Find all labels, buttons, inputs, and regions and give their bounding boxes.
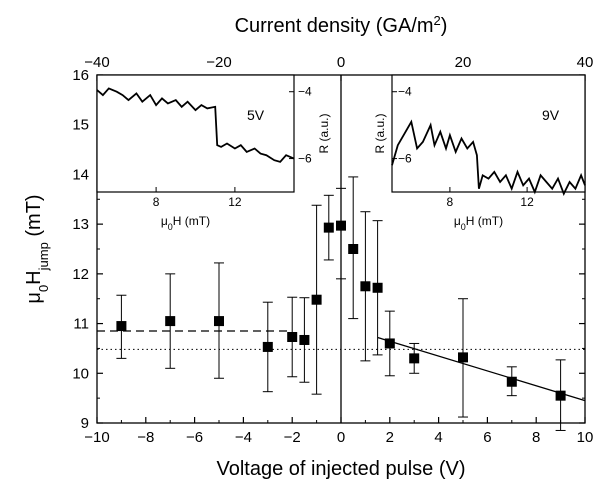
data-point [299, 334, 310, 345]
x-tick-label: −8 [137, 429, 154, 446]
x-tick-label: 8 [532, 429, 540, 446]
inset-frame [391, 74, 586, 193]
top-tick-label: −20 [206, 54, 231, 71]
x-tick-label: −2 [284, 429, 301, 446]
data-point [262, 341, 273, 352]
linear-fit-line [377, 336, 586, 402]
x-tick-label: 4 [434, 429, 442, 446]
x-tick-label: −10 [84, 429, 109, 446]
inset-trace [96, 87, 295, 163]
top-tick-label: 20 [455, 54, 472, 71]
top-tick-label: −40 [84, 54, 109, 71]
x-axis-ticks: −10 −8 −6 −4 −2 0 2 4 6 8 10 [84, 417, 593, 446]
inset-voltage-label: 9V [542, 107, 560, 123]
x-tick-label: −4 [235, 429, 252, 446]
data-point [506, 376, 517, 387]
inset-x-tick-label: 8 [153, 195, 160, 209]
inset-x-label: μ0H (mT) [161, 214, 210, 232]
inset-y-label: R (a.u.) [317, 113, 331, 153]
inset-y-tick-label: −4 [298, 85, 312, 99]
inset-right: 8 12 μ0H (mT) −4 −6 R (a.u.) 9V [373, 74, 586, 232]
insets: 8 12 μ0H (mT) −4 −6 R (a.u.) 5V 8 12 μ0H (mT) −4 −6… [96, 74, 586, 232]
data-point [336, 220, 346, 231]
inset-x-tick-label: 12 [228, 195, 242, 209]
y-tick-label: 11 [73, 316, 89, 333]
data-markers [116, 220, 566, 401]
y-tick-label: 9 [81, 415, 89, 432]
inset-y-tick-label: −4 [398, 85, 412, 99]
y-tick-label: 10 [72, 365, 89, 382]
y-tick-label: 13 [72, 216, 89, 233]
inset-trace [391, 119, 586, 196]
x-tick-label: 2 [386, 429, 394, 446]
y-axis-ticks: 9 10 11 12 13 14 15 16 [72, 67, 585, 432]
inset-x-tick-label: 12 [520, 195, 534, 209]
data-point [165, 316, 176, 327]
top-axis-label: Current density (GA/m2) [235, 13, 448, 38]
data-point [116, 321, 127, 332]
x-tick-label: 6 [483, 429, 491, 446]
x-tick-label: 10 [577, 429, 594, 446]
y-tick-label: 16 [72, 67, 89, 84]
top-tick-label: 40 [577, 54, 594, 71]
data-point [458, 352, 468, 363]
x-axis-label: Voltage of injected pulse (V) [216, 458, 465, 480]
data-point [409, 353, 420, 364]
inset-y-label: R (a.u.) [373, 113, 387, 153]
x-tick-label: 0 [337, 429, 345, 446]
y-tick-label: 15 [72, 117, 89, 134]
data-point [214, 316, 224, 327]
y-tick-label: 14 [72, 166, 89, 183]
inset-x-tick-label: 8 [447, 195, 454, 209]
inset-left: 8 12 μ0H (mT) −4 −6 R (a.u.) 5V [96, 74, 331, 232]
inset-y-tick-label: −6 [398, 152, 412, 166]
x-tick-label: −6 [186, 429, 203, 446]
top-tick-label: 0 [337, 54, 345, 71]
data-point [360, 281, 371, 292]
inset-y-tick-label: −6 [298, 152, 312, 166]
inset-voltage-label: 5V [247, 107, 265, 123]
data-point [555, 390, 566, 401]
data-point [287, 331, 298, 342]
inset-x-label: μ0H (mT) [454, 214, 503, 232]
data-point [348, 244, 359, 254]
y-axis-label: μ0Hjump (mT) [23, 194, 51, 303]
data-point [323, 222, 334, 233]
data-point [384, 338, 395, 349]
inset-frame [96, 74, 295, 193]
data-point [311, 294, 322, 305]
data-point [372, 282, 383, 293]
y-tick-label: 12 [72, 266, 89, 283]
